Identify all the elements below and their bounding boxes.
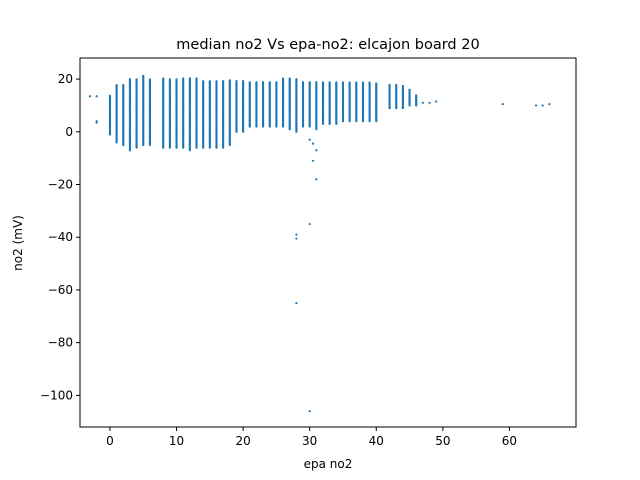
scatter-point (308, 81, 311, 84)
scatter-point (301, 81, 305, 84)
scatter-point (88, 95, 92, 98)
x-tick-label: 60 (502, 434, 517, 448)
scatter-point (295, 233, 298, 236)
scatter-point (541, 104, 544, 107)
scatter-point (95, 121, 98, 124)
scatter-point (315, 81, 318, 84)
y-tick-label: 0 (65, 125, 73, 139)
scatter-point (308, 410, 311, 413)
scatter-point (368, 81, 371, 84)
y-tick-label: −40 (48, 230, 73, 244)
scatter-point (295, 78, 298, 81)
scatter-point (388, 83, 391, 87)
chart-title: median no2 Vs epa-no2: elcajon board 20 (176, 37, 479, 53)
x-tick-label: 0 (106, 434, 114, 448)
scatter-point (242, 79, 245, 83)
scatter-point (222, 80, 225, 83)
scatter-point (122, 83, 125, 87)
scatter-point (122, 143, 125, 147)
scatter-point (128, 78, 132, 81)
scatter-point (421, 101, 424, 104)
y-axis-ticks: 20 0 −20 −40 −60 −80 −100 (40, 72, 80, 402)
scatter-point (128, 149, 132, 152)
scatter-point (228, 79, 231, 82)
scatter-point (295, 237, 298, 240)
x-tick-label: 40 (369, 434, 384, 448)
scatter-point (321, 81, 325, 84)
scatter-point (202, 80, 205, 83)
scatter-point (315, 178, 318, 181)
y-axis-label: no2 (mV) (11, 215, 25, 271)
scatter-point (375, 82, 378, 85)
scatter-point (115, 84, 118, 87)
x-tick-label: 20 (235, 434, 250, 448)
scatter-point (135, 78, 138, 81)
scatter-point (248, 81, 251, 84)
scatter-point (355, 81, 358, 84)
scatter-point (261, 81, 265, 84)
scatter-point (435, 100, 438, 103)
scatter-point (235, 79, 238, 83)
scatter-point (408, 88, 411, 91)
x-axis-ticks: 0 10 20 30 40 50 60 (106, 427, 517, 448)
scatter-point (501, 103, 504, 106)
scatter-point (315, 149, 318, 152)
scatter-point (395, 83, 398, 87)
scatter-point (341, 81, 345, 84)
scatter-point (311, 142, 315, 145)
scatter-point (108, 94, 112, 97)
scatter-point (208, 80, 211, 83)
x-axis-label: epa no2 (304, 457, 353, 471)
scatter-point (311, 159, 315, 162)
scatter-point (428, 101, 431, 104)
scatter-point (275, 81, 278, 84)
scatter-point (328, 81, 331, 84)
y-tick-label: −60 (48, 283, 73, 297)
scatter-point (148, 78, 152, 81)
scatter-point (548, 103, 551, 106)
scatter-point (401, 84, 404, 88)
scatter-point (195, 77, 198, 80)
scatter-point (281, 77, 285, 80)
scatter-point (215, 80, 218, 83)
x-tick-label: 50 (435, 434, 450, 448)
scatter-point (182, 77, 185, 80)
scatter-point (348, 81, 351, 84)
scatter-point (361, 81, 365, 84)
scatter-point (288, 77, 291, 80)
scatter-point (95, 95, 98, 98)
scatter-point (142, 74, 145, 77)
scatter-point (295, 302, 298, 305)
scatter-point (268, 81, 271, 84)
x-tick-label: 30 (302, 434, 317, 448)
x-tick-label: 10 (169, 434, 184, 448)
y-tick-label: −100 (40, 388, 73, 402)
scatter-point (115, 138, 118, 141)
y-tick-label: 20 (58, 72, 73, 86)
y-tick-label: −20 (48, 178, 73, 192)
scatter-point (255, 81, 258, 84)
y-tick-label: −80 (48, 336, 73, 350)
scatter-point (415, 94, 418, 97)
scatter-point (162, 77, 165, 80)
scatter-point (308, 222, 311, 226)
scatter-point (308, 138, 311, 141)
scatter-point (168, 78, 171, 81)
scatter-point (534, 104, 538, 107)
plot-frame (79, 57, 577, 428)
scatter-point (188, 77, 191, 80)
data-points (88, 74, 551, 413)
scatter-point (335, 81, 338, 84)
scatter-point (175, 78, 178, 81)
